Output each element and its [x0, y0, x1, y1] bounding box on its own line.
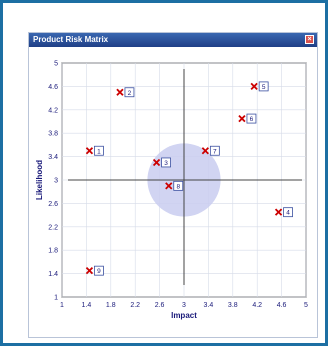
data-point-label: 3 [164, 160, 168, 167]
y-axis-label: Likelihood [35, 160, 44, 200]
data-point-label: 7 [213, 148, 217, 155]
x-tick-label: 5 [304, 302, 308, 309]
y-tick-label: 4.6 [48, 84, 58, 91]
data-point-label: 4 [286, 210, 290, 217]
window-title: Product Risk Matrix [33, 35, 109, 44]
data-point-label-box [246, 113, 257, 124]
data-point-marker [238, 114, 246, 123]
close-icon[interactable]: × [305, 35, 314, 44]
y-tick-label: 4.2 [48, 107, 58, 114]
data-point-label: 8 [176, 183, 180, 190]
x-tick-label: 3.4 [204, 302, 214, 309]
x-tick-label: 3 [182, 302, 186, 309]
x-tick-label: 1.4 [82, 302, 92, 309]
data-point-label: 2 [128, 90, 132, 97]
data-point-marker [152, 158, 161, 167]
data-point-label-box [124, 87, 135, 98]
x-axis-label: Impact [171, 311, 197, 320]
x-tick-label: 1 [60, 302, 64, 309]
y-tick-label: 2.2 [48, 224, 58, 231]
data-point-label-box [94, 265, 104, 276]
data-point-marker [201, 147, 209, 155]
data-point-label: 1 [97, 148, 101, 155]
data-point-label-box [209, 145, 220, 156]
x-tick-label: 1.8 [106, 302, 116, 309]
data-point-marker [274, 208, 283, 216]
x-tick-label: 4.2 [252, 302, 262, 309]
x-tick-label: 2.6 [155, 302, 165, 309]
y-tick-label: 1.8 [48, 248, 58, 255]
y-tick-label: 2.6 [48, 201, 58, 208]
x-tick-label: 2.2 [130, 302, 140, 309]
data-point-label-box [173, 180, 184, 191]
data-point-label-box [283, 207, 293, 218]
data-point-marker [85, 267, 94, 275]
data-point-marker [250, 82, 258, 91]
data-point-label: 5 [262, 84, 266, 91]
data-point-marker [116, 88, 124, 96]
y-tick-label: 3.8 [48, 131, 58, 138]
data-point-label: 9 [97, 268, 101, 275]
risk-matrix-chart: 1 1.4 1.8 2.2 2.6 3 3.4 3.8 4.2 4.6 5 1 1.4 1.8 2.2 2.6… [35, 61, 308, 321]
data-point-label: 6 [250, 116, 254, 123]
data-point-marker [85, 147, 94, 155]
y-tick-label: 1 [54, 295, 58, 302]
x-tick-label: 4.6 [277, 302, 287, 309]
y-tick-label: 3 [54, 178, 58, 185]
data-point-marker [165, 182, 173, 190]
data-point-label-box [258, 81, 269, 92]
y-tick-label: 3.4 [48, 154, 58, 161]
data-point-label-box [161, 157, 171, 168]
x-tick-label: 3.8 [228, 302, 238, 309]
data-point-label-box [94, 145, 104, 156]
window-titlebar: Product Risk Matrix × [29, 33, 317, 47]
y-tick-label: 5 [54, 61, 58, 68]
risk-matrix-window: Product Risk Matrix × 1 1.4 1.8 2.2 2.6 3 3.4 3… [28, 32, 318, 338]
y-tick-label: 1.4 [48, 271, 58, 278]
